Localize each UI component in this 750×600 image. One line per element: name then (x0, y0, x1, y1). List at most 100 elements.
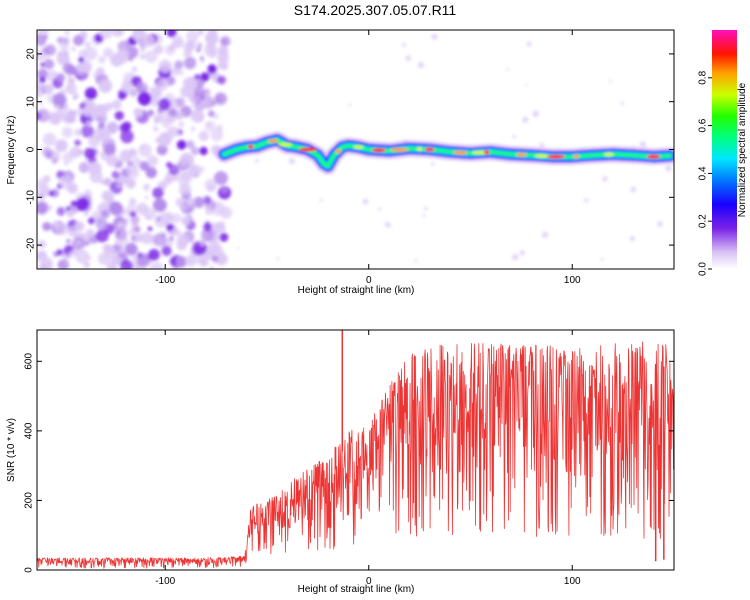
noise-blob (67, 76, 76, 85)
noise-blob (169, 236, 174, 241)
stray-blob (600, 257, 604, 261)
noise-blob (130, 215, 140, 225)
noise-blob (37, 203, 47, 215)
noise-blob (186, 140, 195, 149)
stray-blob (532, 110, 539, 118)
noise-blob (201, 95, 215, 109)
noise-blob (158, 98, 171, 111)
noise-blob (192, 241, 197, 246)
noise-blob (117, 93, 126, 101)
noise-blob (86, 120, 93, 127)
noise-blob (200, 72, 210, 82)
ridge-hotspot (424, 147, 435, 152)
colorbar-tick-label: 0.8 (698, 70, 709, 84)
noise-blob (150, 261, 164, 269)
noise-blob (199, 146, 208, 156)
noise-blob (147, 109, 155, 117)
noise-blob (184, 254, 198, 267)
noise-blob (142, 83, 148, 88)
noise-blob (144, 213, 152, 221)
noise-blob (42, 132, 57, 147)
stray-blob (506, 67, 509, 71)
noise-blob (125, 242, 138, 256)
noise-blob (206, 184, 215, 193)
noise-blob (120, 259, 133, 269)
x-tick-label: 0 (366, 576, 372, 587)
noise-blob (78, 49, 88, 59)
stray-blob (630, 186, 637, 193)
noise-blob (48, 205, 53, 211)
stray-blob (522, 116, 529, 123)
noise-blob (199, 99, 206, 106)
y-tick-label: 20 (26, 48, 37, 60)
x-tick-label: -100 (155, 275, 175, 286)
noise-blob (193, 86, 206, 99)
snr-panel: -100 0 100 0 200 400 600 Height of straight li… (6, 329, 675, 595)
stray-blob (348, 103, 352, 107)
noise-blob (153, 209, 158, 214)
noise-blob (196, 255, 205, 264)
noise-blob (110, 256, 120, 266)
noise-blob (141, 144, 145, 149)
noise-blob (57, 259, 70, 269)
stray-blob (519, 250, 525, 256)
noise-blob (174, 60, 184, 70)
noise-blob (111, 170, 120, 179)
noise-blob (159, 232, 167, 239)
ridge-hotspot (534, 154, 549, 158)
noise-blob (163, 176, 173, 186)
ridge-hotspot (353, 145, 364, 150)
noise-blob (214, 171, 228, 186)
noise-blob (175, 97, 186, 107)
noise-blob (116, 180, 123, 188)
noise-blob (168, 108, 177, 117)
noise-blob (153, 114, 163, 124)
noise-blob (127, 56, 134, 62)
noise-blob (176, 256, 188, 268)
noise-blob (153, 198, 167, 213)
noise-blob (138, 143, 152, 158)
noise-blob (75, 108, 83, 116)
noise-blob (79, 71, 88, 80)
noise-blob (65, 238, 71, 244)
ridge-hotspot (298, 147, 317, 152)
noise-blob (158, 132, 172, 146)
noise-blob (39, 76, 46, 84)
noise-blob (176, 140, 187, 150)
noise-blob (37, 50, 46, 61)
y-tick-label: -10 (26, 190, 37, 205)
noise-blob (42, 147, 52, 157)
noise-blob (79, 30, 88, 38)
noise-blob (81, 124, 94, 138)
ridge-hotspot (278, 142, 293, 147)
ridge-hotspot (371, 148, 386, 153)
noise-blob (100, 209, 110, 219)
noise-blob (125, 164, 137, 176)
noise-blob (203, 42, 218, 57)
noise-blob (114, 50, 129, 64)
noise-blob (71, 46, 76, 52)
noise-region (37, 30, 233, 269)
ridge-hotspot (453, 150, 468, 155)
noise-blob (136, 252, 143, 259)
noise-blob (71, 248, 79, 256)
noise-blob (37, 34, 47, 46)
noise-blob (181, 205, 187, 211)
stray-blob (417, 61, 424, 69)
snr-xlabel: Height of straight line (km) (298, 584, 415, 595)
noise-blob (156, 78, 169, 91)
noise-blob (153, 44, 164, 55)
noise-blob (219, 232, 229, 242)
noise-blob (177, 69, 184, 76)
noise-blob (171, 213, 182, 224)
noise-blob (77, 240, 82, 245)
ridge-hotspot (390, 147, 409, 152)
noise-blob (56, 207, 66, 216)
stray-blob (377, 207, 382, 211)
noise-blob (216, 124, 223, 132)
noise-blob (188, 164, 200, 176)
stray-blob (386, 223, 391, 228)
noise-blob (98, 122, 105, 130)
noise-blob (220, 36, 231, 47)
